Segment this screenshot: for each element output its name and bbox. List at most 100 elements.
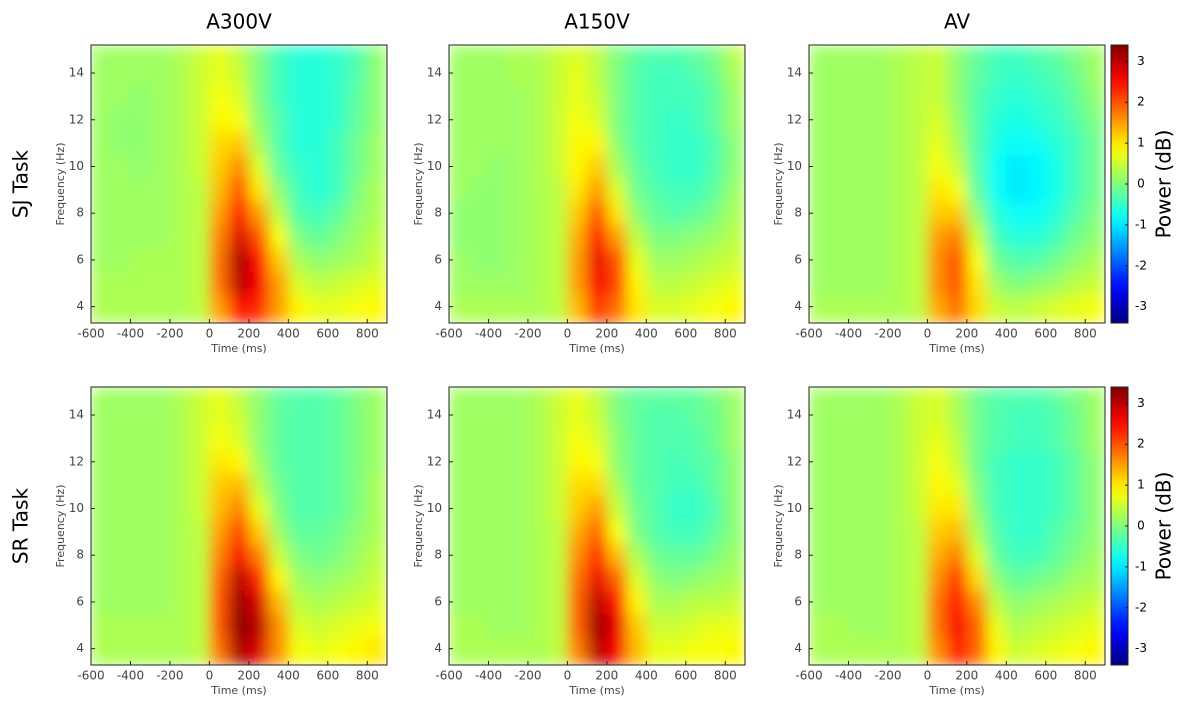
heatmap-cell xyxy=(725,294,745,323)
heatmap-cell xyxy=(848,450,869,474)
x-tick-label: 800 xyxy=(714,327,737,341)
heatmap-cell xyxy=(327,45,349,62)
heatmap-cell xyxy=(907,224,928,249)
colorbar-tick-label: 3 xyxy=(1137,396,1145,410)
heatmap-cell xyxy=(705,294,726,323)
heatmap-cell xyxy=(606,154,628,179)
y-tick-label: 6 xyxy=(434,252,442,266)
heatmap-cell xyxy=(468,613,489,638)
heatmap-cell xyxy=(248,450,270,474)
heatmap-cell xyxy=(527,45,549,62)
heatmap-cell xyxy=(288,131,309,156)
heatmap-cell xyxy=(527,84,549,109)
heatmap-cell xyxy=(527,131,549,156)
heatmap-cell xyxy=(587,224,608,249)
heatmap-cell xyxy=(567,61,588,86)
heatmap-cell xyxy=(986,248,1007,273)
heatmap-cell xyxy=(468,248,489,273)
heatmap-cell xyxy=(646,84,667,109)
heatmap-cell xyxy=(966,84,988,109)
heatmap-cell xyxy=(809,636,830,665)
heatmap-cell xyxy=(288,636,309,665)
heatmap-cell xyxy=(110,131,131,156)
heatmap-cell xyxy=(547,590,568,615)
heatmap-cell xyxy=(547,613,568,638)
heatmap-cell xyxy=(449,108,470,132)
heatmap-cell xyxy=(1065,636,1086,665)
heatmap-cell xyxy=(567,248,588,273)
heatmap-cell xyxy=(1006,131,1027,156)
heatmap-cell xyxy=(91,178,112,203)
heatmap-cell xyxy=(150,450,171,474)
heatmap-cell xyxy=(248,178,270,203)
heatmap-cell xyxy=(705,403,726,428)
heatmap-cell xyxy=(1065,566,1086,591)
heatmap-cell xyxy=(685,271,707,296)
heatmap-cell xyxy=(848,473,869,498)
heatmap-cell xyxy=(268,248,289,273)
heatmap-cell xyxy=(887,271,909,296)
x-tick-label: 600 xyxy=(316,327,339,341)
heatmap-cell xyxy=(367,178,387,203)
heatmap-cell xyxy=(449,636,470,665)
heatmap-cell xyxy=(468,566,489,591)
heatmap-cell xyxy=(347,450,368,474)
heatmap-cell xyxy=(130,403,151,428)
heatmap-cells xyxy=(91,45,387,323)
heatmap-cell xyxy=(268,45,289,62)
heatmap-cell xyxy=(567,450,588,474)
heatmap-cell xyxy=(947,131,968,156)
heatmap-cell xyxy=(209,636,230,665)
heatmap-cell xyxy=(150,108,171,132)
y-tick-label: 10 xyxy=(427,501,442,515)
y-tick-label: 6 xyxy=(794,594,802,608)
heatmap-cell xyxy=(848,45,869,62)
heatmap-cell xyxy=(848,566,869,591)
heatmap-cell xyxy=(567,543,588,568)
heatmap-cell xyxy=(110,450,131,474)
heatmap-cell xyxy=(666,131,687,156)
heatmap-cell xyxy=(327,201,349,226)
heatmap-cell xyxy=(848,131,869,156)
heatmap-cell xyxy=(150,154,171,179)
heatmap-cell xyxy=(927,61,948,86)
heatmap-cell xyxy=(468,426,489,451)
heatmap-cell xyxy=(725,426,745,451)
heatmap-cell xyxy=(1085,294,1105,323)
heatmap-cell xyxy=(986,108,1007,132)
heatmap-cell xyxy=(725,590,745,615)
heatmap-cell xyxy=(809,403,830,428)
heatmap-cells xyxy=(449,45,745,323)
heatmap-cell xyxy=(907,613,928,638)
heatmap-cell xyxy=(927,224,948,249)
heatmap-cell xyxy=(527,224,549,249)
heatmap-cell xyxy=(150,613,171,638)
heatmap-cell xyxy=(666,45,687,62)
heatmap-cell xyxy=(666,613,687,638)
heatmap-cell xyxy=(848,636,869,665)
heatmap-cell xyxy=(828,61,849,86)
heatmap-cell xyxy=(986,61,1007,86)
heatmap-cell xyxy=(449,450,470,474)
heatmap-cell xyxy=(248,543,270,568)
heatmap-cell xyxy=(666,271,687,296)
heatmap-cell xyxy=(449,294,470,323)
heatmap-cell xyxy=(809,178,830,203)
heatmap-cell xyxy=(268,543,289,568)
heatmap-cell xyxy=(308,84,329,109)
heatmap-cell xyxy=(1045,271,1067,296)
heatmap-cell xyxy=(449,473,470,498)
heatmap-cell xyxy=(809,248,830,273)
heatmap-cell xyxy=(966,520,988,545)
heatmap-cell xyxy=(449,520,470,545)
heatmap-cell xyxy=(367,426,387,451)
heatmap-cell xyxy=(189,566,210,591)
heatmap-cell xyxy=(626,520,647,545)
heatmap-cell xyxy=(327,294,349,323)
heatmap-cell xyxy=(887,590,909,615)
heatmap-cell xyxy=(666,426,687,451)
heatmap-cell xyxy=(488,520,509,545)
heatmap-cell xyxy=(848,387,869,404)
heatmap-cell xyxy=(587,566,608,591)
